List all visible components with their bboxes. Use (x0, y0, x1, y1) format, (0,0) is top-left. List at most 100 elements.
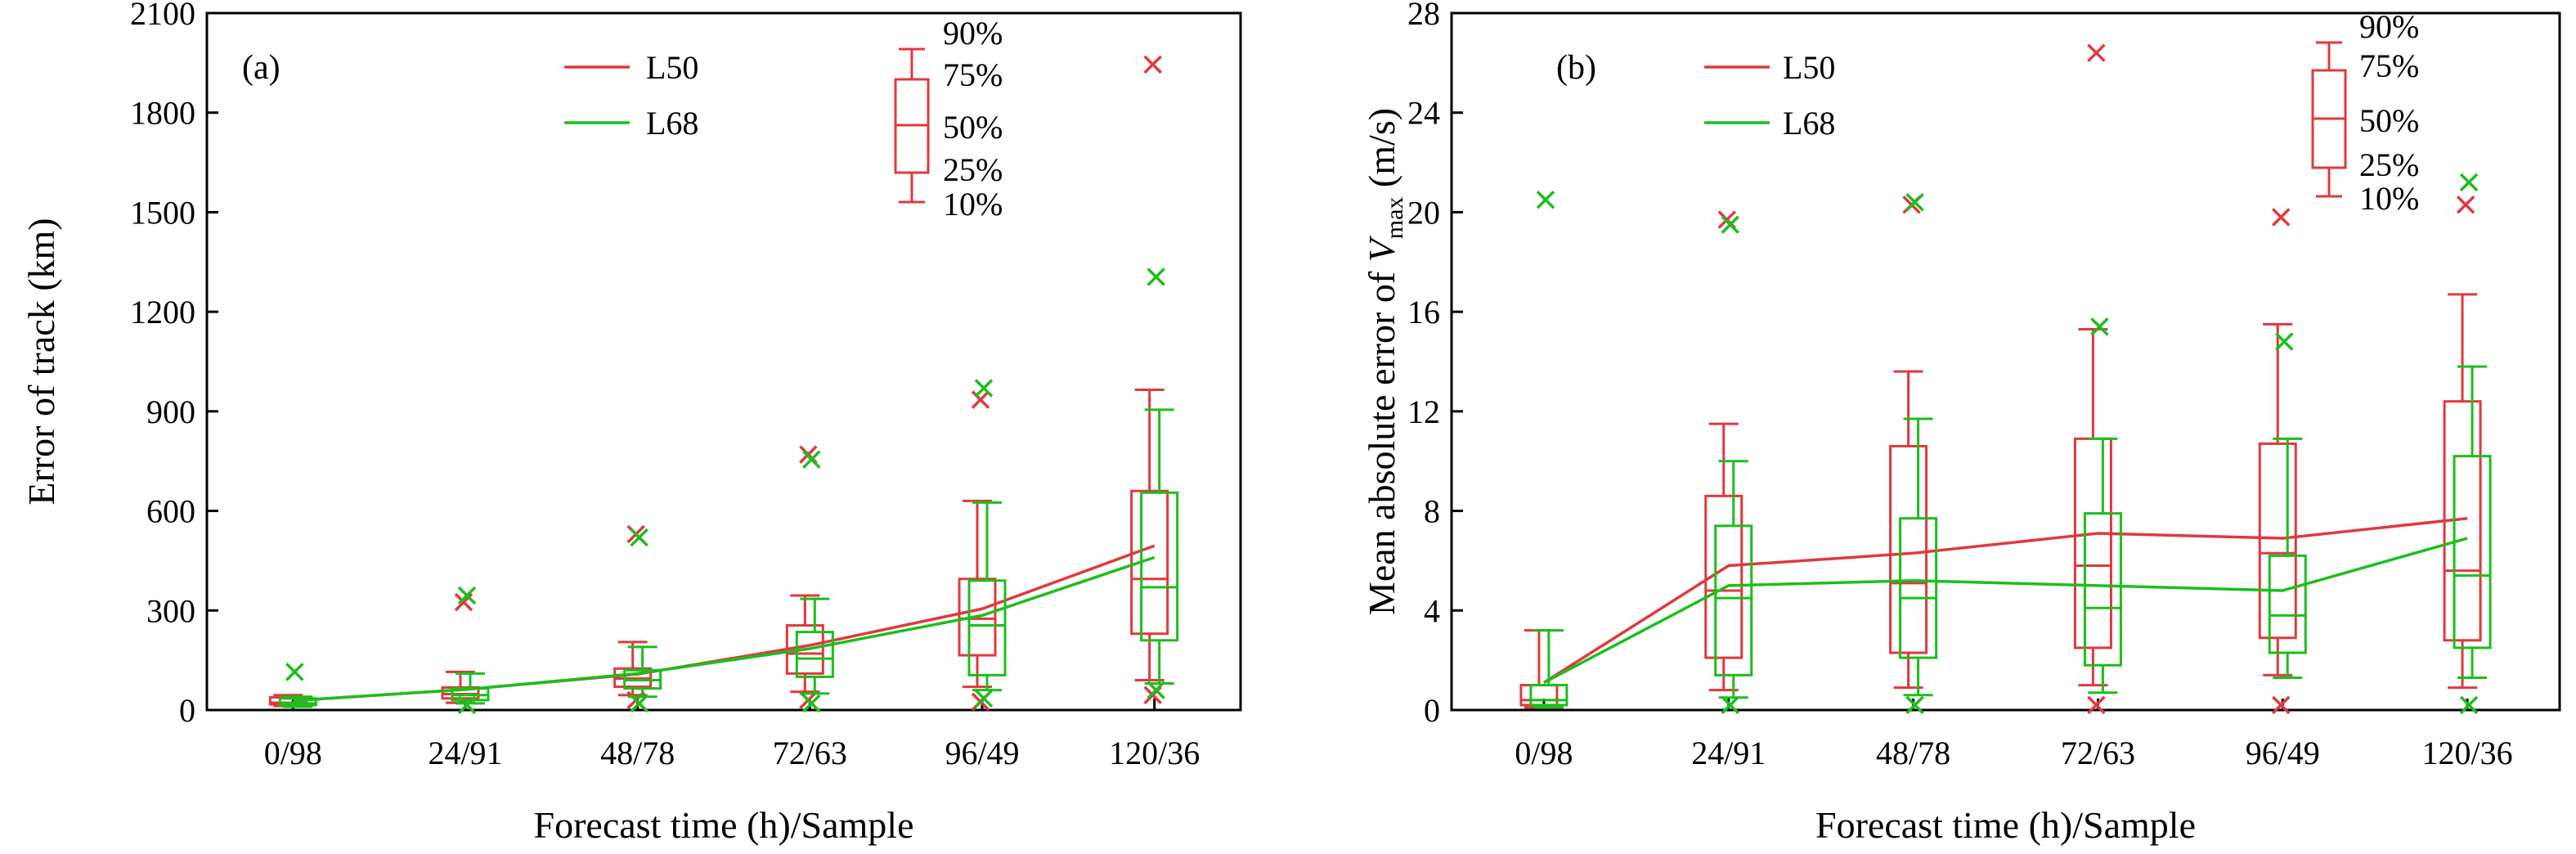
marker-stroke (974, 689, 994, 708)
outlier-low-marker (2087, 695, 2106, 715)
box-legend-label: 10% (2359, 180, 2419, 217)
box-legend-label: 90% (2359, 8, 2419, 45)
outlier-high-marker (974, 379, 994, 398)
x-tick-label: 24/91 (1691, 735, 1766, 771)
box-l68-4 (2268, 332, 2307, 679)
box-l50-2 (1889, 196, 1928, 690)
box-l68-1 (1714, 215, 1753, 715)
box-iqr (2083, 512, 2122, 667)
box-l50-4 (958, 390, 997, 712)
box-iqr (1529, 684, 1568, 707)
legend: L50 L68 (1704, 49, 1835, 142)
mean-line-l50 (293, 544, 1156, 703)
marker-stroke (630, 694, 648, 713)
box-legend: 90% 75% 50% 25%10% (894, 15, 1003, 222)
marker-stroke (2087, 695, 2106, 715)
x-tick-label: 120/36 (1109, 735, 1200, 771)
box-legend-label: 25% (943, 151, 1003, 188)
box-legend-label: 75% (2359, 47, 2419, 84)
box-l50-4 (2258, 208, 2297, 715)
box-l68-3 (2083, 317, 2122, 694)
legend-label-l68: L68 (646, 105, 698, 142)
outlier-high-marker (2275, 332, 2294, 351)
box-l68-5 (1140, 267, 1179, 699)
y-tick-label: 0 (1424, 692, 1440, 729)
marker-stroke (971, 390, 990, 409)
x-tick-label: 72/63 (2061, 735, 2135, 771)
mean-line-l68 (293, 555, 1156, 703)
box-l68-2 (623, 528, 662, 713)
outlier-low-marker (457, 695, 477, 715)
outlier-low-marker (2272, 695, 2291, 715)
marker-stroke (1721, 215, 1739, 234)
marker-stroke (2459, 695, 2479, 715)
x-tick-label: 48/78 (1876, 735, 1950, 771)
x-axis-label: Forecast time (h)/Sample (534, 804, 914, 846)
y-tick-label: 16 (1407, 294, 1440, 330)
box-l50-5 (1130, 55, 1169, 704)
box-iqr (1130, 489, 1169, 636)
box-legend-label: 50% (943, 109, 1003, 146)
marker-stroke (2272, 695, 2291, 715)
box-iqr (278, 697, 317, 707)
marker-stroke (630, 528, 648, 547)
outlier-low-marker (802, 694, 821, 713)
box-iqr (795, 631, 834, 678)
box-iqr (2453, 455, 2492, 649)
marker-stroke (2275, 332, 2294, 351)
x-tick-label: 0/98 (1515, 735, 1573, 771)
box-l50-3 (2073, 43, 2112, 715)
y-tick-label: 12 (1407, 393, 1440, 430)
outlier-high-marker (285, 663, 304, 681)
y-tick-label: 24 (1407, 95, 1440, 132)
marker-stroke (457, 586, 477, 605)
outlier-low-marker (630, 694, 648, 713)
chart-b-vmax-error: 0 4 8 12 16 20 24 28 0/98 24/91 48/78 72/63 96/49 120… (1361, 0, 2561, 846)
y-tick-label: 300 (146, 592, 195, 629)
marker-stroke (285, 663, 304, 681)
y-tick-label: 0 (179, 692, 195, 729)
box-iqr (958, 578, 997, 657)
legend: L50 L68 (564, 49, 698, 142)
y-tick-label: 8 (1424, 493, 1440, 530)
box-iqr (1519, 684, 1559, 707)
outlier-low-marker (1905, 695, 1924, 715)
marker-stroke (1147, 267, 1165, 286)
box-l50-0 (1519, 629, 1559, 709)
outlier-high-marker (457, 586, 477, 605)
outlier-low-marker (2459, 695, 2479, 715)
outlier-low-marker (974, 689, 994, 708)
y-tick-label: 1200 (130, 294, 195, 330)
outlier-low-marker (1147, 681, 1165, 699)
marker-stroke (1905, 193, 1924, 212)
box-iqr (1714, 524, 1753, 676)
series-l68 (278, 267, 1179, 715)
marker-stroke (1147, 681, 1165, 699)
panel-label: (b) (1556, 49, 1596, 87)
box-legend-label: 50% (2359, 102, 2419, 139)
x-tick-label: 0/98 (264, 735, 322, 771)
mean-line-l68 (1543, 537, 2468, 685)
marker-stroke (2459, 173, 2479, 192)
y-tick-label: 4 (1424, 592, 1440, 629)
box-legend-label: 10% (943, 186, 1003, 222)
y-axis-label: Mean absolute error of Vmax (m/s) (1361, 108, 1408, 615)
mean-line-l50 (1542, 516, 2468, 685)
outlier-high-marker (971, 390, 990, 409)
outlier-high-marker (2272, 208, 2291, 227)
y-tick-label: 1500 (130, 194, 195, 231)
marker-stroke (2087, 43, 2106, 62)
outlier-high-marker (1143, 55, 1162, 74)
outlier-high-marker (2090, 317, 2109, 336)
series-l50 (268, 55, 1169, 712)
outlier-high-marker (2456, 196, 2475, 214)
y-axis-label: Error of track (km) (20, 218, 62, 505)
y-tick-label: 1800 (130, 95, 195, 132)
marker-stroke (802, 450, 821, 469)
plot-frame (205, 11, 1242, 712)
y-tick-label: 2100 (130, 0, 195, 32)
outlier-high-marker (2459, 173, 2479, 192)
box-legend-label: 90% (943, 15, 1003, 52)
marker-stroke (2272, 208, 2291, 227)
box-l50-1 (441, 592, 480, 704)
